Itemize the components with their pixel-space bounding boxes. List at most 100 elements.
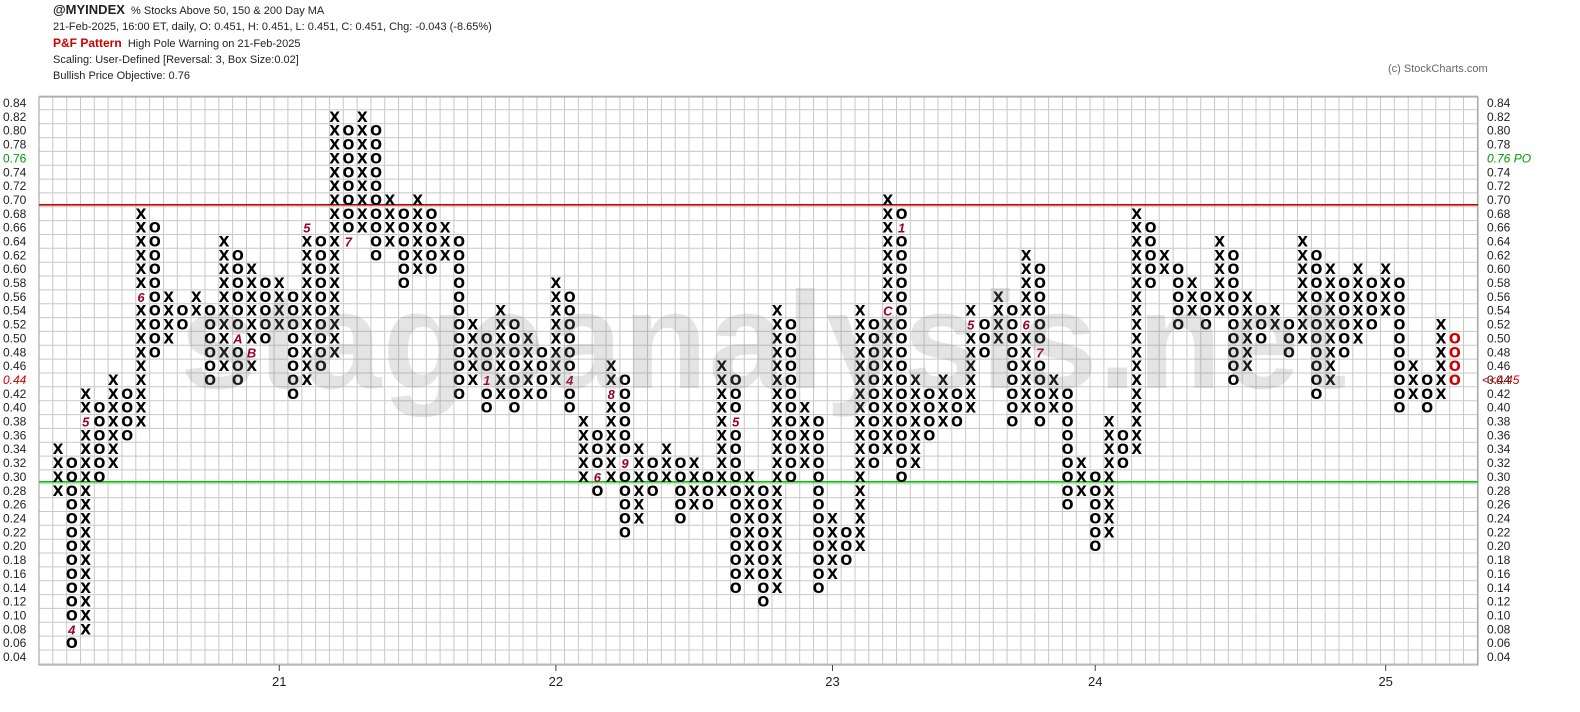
o-box: O — [1283, 318, 1295, 334]
y-tick-right: 0.44 — [1487, 373, 1511, 387]
o-box: O — [1006, 415, 1018, 431]
y-tick-right: 0.78 — [1487, 138, 1511, 152]
o-box: O — [536, 387, 548, 403]
o-box: O — [1366, 276, 1378, 292]
o-box: O — [149, 290, 161, 306]
x-box: X — [440, 221, 451, 237]
x-box: X — [855, 359, 866, 375]
o-box: O — [785, 345, 797, 361]
x-box: X — [1297, 331, 1308, 347]
o-box: O — [1311, 331, 1323, 347]
x-box: X — [136, 276, 147, 292]
o-box: O — [674, 512, 686, 528]
x-box: X — [606, 373, 617, 389]
x-box: X — [744, 525, 755, 541]
y-tick-right: 0.56 — [1487, 290, 1511, 304]
x-box: X — [855, 401, 866, 417]
o-box: O — [315, 276, 327, 292]
o-box: O — [868, 373, 880, 389]
o-box: O — [1421, 387, 1433, 403]
x-box: X — [329, 290, 340, 306]
x-tick-label: 23 — [825, 674, 839, 689]
x-box: X — [965, 304, 976, 320]
o-box: O — [453, 331, 465, 347]
x-box: X — [1104, 428, 1115, 444]
x-box: X — [468, 345, 479, 361]
x-box: X — [882, 401, 893, 417]
o-box: O — [813, 470, 825, 486]
x-box: X — [1187, 290, 1198, 306]
o-box: O — [1338, 304, 1350, 320]
y-tick-right: 0.06 — [1487, 636, 1511, 650]
y-tick-right: 0.60 — [1487, 262, 1511, 276]
o-box: O — [121, 415, 133, 431]
o-box: O — [813, 415, 825, 431]
o-box: O — [370, 151, 382, 167]
x-box: X — [1408, 387, 1419, 403]
x-box: X — [1131, 359, 1142, 375]
o-box: O — [1394, 359, 1406, 375]
x-box: X — [1270, 304, 1281, 320]
o-box: O — [1394, 387, 1406, 403]
o-box: O — [1311, 304, 1323, 320]
o-box: O — [1255, 304, 1267, 320]
o-box: O — [1062, 442, 1074, 458]
x-box: X — [302, 359, 313, 375]
x-box: X — [882, 345, 893, 361]
o-box: O — [619, 512, 631, 528]
x-box: X — [329, 221, 340, 237]
x-box: X — [1297, 235, 1308, 251]
x-box: X — [246, 276, 257, 292]
y-tick-right: 0.46 — [1487, 359, 1511, 373]
x-box: X — [495, 331, 506, 347]
x-box: X — [661, 456, 672, 472]
o-box: O — [94, 428, 106, 444]
x-box: X — [80, 401, 91, 417]
o-box: O — [66, 484, 78, 500]
o-box: O — [232, 359, 244, 375]
x-box: X — [302, 248, 313, 264]
o-box: O — [425, 262, 437, 278]
x-box: X — [412, 262, 423, 278]
o-box: O — [342, 165, 354, 181]
x-box: X — [882, 387, 893, 403]
o-box: O — [315, 304, 327, 320]
x-box: X — [1353, 262, 1364, 278]
o-box: O — [730, 428, 742, 444]
x-box: X — [1436, 318, 1447, 334]
o-box: O — [149, 248, 161, 264]
month-marker: 6 — [594, 470, 602, 485]
x-box: X — [606, 428, 617, 444]
o-box: O — [1034, 290, 1046, 306]
x-box: X — [855, 304, 866, 320]
o-box: O — [66, 525, 78, 541]
x-box: X — [1131, 387, 1142, 403]
x-box: X — [1325, 359, 1336, 375]
x-box: X — [329, 151, 340, 167]
x-box: X — [1131, 331, 1142, 347]
o-box: O — [315, 318, 327, 334]
o-box: O — [315, 290, 327, 306]
x-box: X — [1325, 373, 1336, 389]
o-box: O — [813, 456, 825, 472]
y-tick-left: 0.78 — [3, 138, 27, 152]
o-box: O — [453, 262, 465, 278]
o-box: O — [370, 193, 382, 209]
month-marker: 8 — [608, 387, 616, 402]
o-box: O — [896, 442, 908, 458]
month-marker: 1 — [483, 373, 490, 388]
x-box: X — [219, 290, 230, 306]
x-box: X — [882, 221, 893, 237]
x-box: X — [219, 248, 230, 264]
x-box: X — [1131, 318, 1142, 334]
y-tick-right: 0.50 — [1487, 331, 1511, 345]
o-box: O — [785, 401, 797, 417]
o-box: O — [1311, 373, 1323, 389]
o-box: O — [619, 442, 631, 458]
o-box: O — [425, 248, 437, 264]
y-tick-left: 0.24 — [3, 512, 27, 526]
o-box: O — [66, 456, 78, 472]
o-box: O — [1311, 262, 1323, 278]
o-box: O — [619, 484, 631, 500]
